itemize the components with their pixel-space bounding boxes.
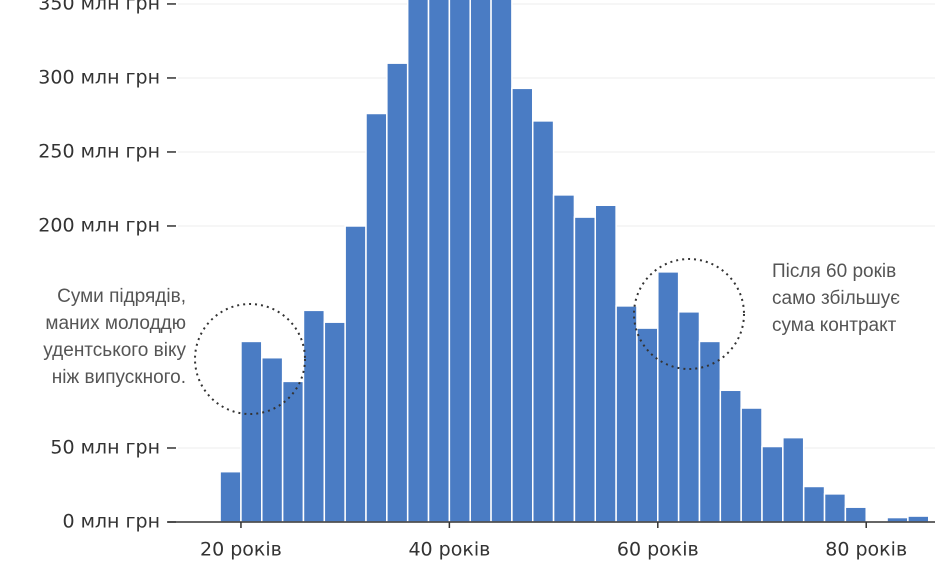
x-tick-label: 60 років <box>617 539 699 561</box>
bar <box>761 445 784 523</box>
y-tick-label: 350 млн грн <box>38 0 160 14</box>
bar <box>594 204 617 523</box>
bar <box>281 380 305 523</box>
bar <box>698 340 722 523</box>
bar <box>552 194 576 523</box>
bar <box>677 311 701 523</box>
bar <box>365 112 388 523</box>
bar <box>261 356 284 523</box>
annotation: ніж випускного. <box>52 367 186 388</box>
bar <box>719 389 742 523</box>
bar <box>907 515 930 523</box>
bar <box>490 0 513 523</box>
annotation: удентського віку <box>43 340 186 361</box>
bar <box>657 271 680 523</box>
bar <box>802 485 826 523</box>
bar <box>386 62 409 523</box>
highlight-circle <box>194 303 306 415</box>
bar <box>469 0 492 523</box>
annotation: Після 60 років <box>772 261 896 282</box>
bar <box>740 407 763 523</box>
y-tick-label: 250 млн грн <box>38 140 160 162</box>
annotation: Суми підрядів, <box>57 286 186 307</box>
annotation: сума контракт <box>772 315 897 336</box>
bar <box>344 225 367 523</box>
x-tick-label: 80 років <box>825 539 907 561</box>
y-tick-label: 0 млн грн <box>62 511 160 533</box>
bar <box>511 87 534 523</box>
bar <box>844 506 867 523</box>
bar <box>448 0 471 523</box>
x-tick-label: 40 років <box>408 539 490 561</box>
annotation: маних молоддю <box>45 313 186 334</box>
bar <box>240 340 263 523</box>
bar <box>302 309 326 523</box>
bar <box>636 327 659 523</box>
bar <box>427 0 451 523</box>
bar <box>531 120 555 523</box>
y-tick-label: 200 млн грн <box>38 214 160 236</box>
bar <box>615 305 638 523</box>
bar <box>323 321 346 523</box>
bar <box>219 470 242 523</box>
bar <box>406 0 430 523</box>
annotation: само збільшує <box>772 288 900 309</box>
bar <box>782 436 805 523</box>
y-tick-label: 50 млн грн <box>50 436 160 458</box>
x-tick-label: 20 років <box>200 539 282 561</box>
bar <box>823 493 847 523</box>
bar <box>573 216 597 523</box>
y-tick-label: 300 млн грн <box>38 66 160 88</box>
highlight-circle <box>633 258 745 370</box>
